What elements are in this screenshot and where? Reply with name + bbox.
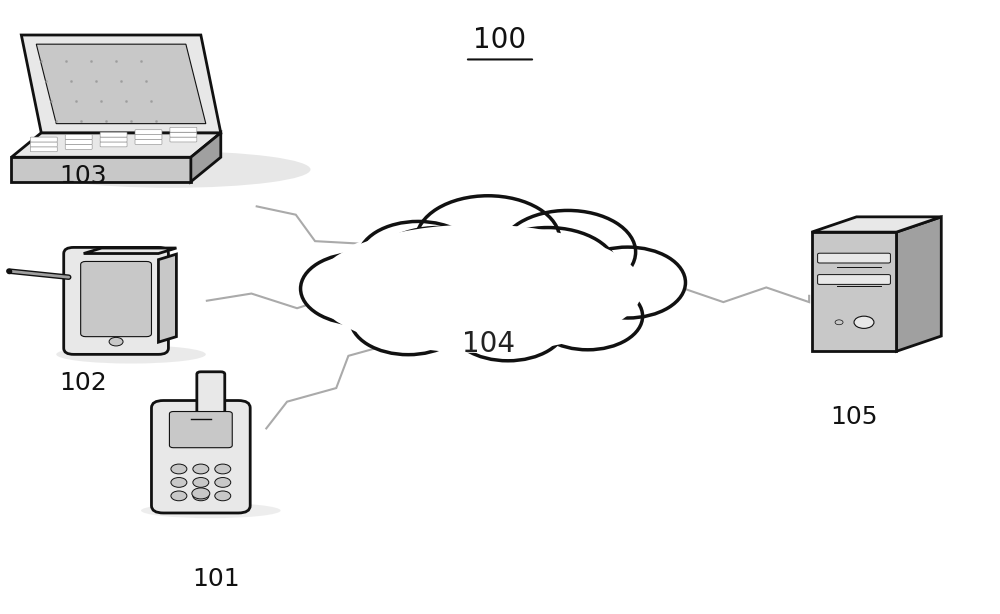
FancyBboxPatch shape xyxy=(135,139,162,144)
Ellipse shape xyxy=(319,219,658,353)
FancyBboxPatch shape xyxy=(100,132,127,137)
Circle shape xyxy=(350,284,466,355)
Text: 101: 101 xyxy=(192,567,240,591)
Circle shape xyxy=(533,282,643,350)
Circle shape xyxy=(193,491,209,501)
FancyBboxPatch shape xyxy=(818,274,890,284)
FancyBboxPatch shape xyxy=(151,400,250,513)
Polygon shape xyxy=(84,248,176,254)
FancyBboxPatch shape xyxy=(135,134,162,139)
Polygon shape xyxy=(36,44,206,123)
Circle shape xyxy=(478,228,618,313)
Text: 104: 104 xyxy=(462,330,515,358)
Circle shape xyxy=(171,478,187,488)
FancyBboxPatch shape xyxy=(64,247,168,354)
FancyBboxPatch shape xyxy=(135,130,162,134)
FancyBboxPatch shape xyxy=(81,262,151,336)
FancyBboxPatch shape xyxy=(100,142,127,147)
Polygon shape xyxy=(158,254,176,342)
Polygon shape xyxy=(11,133,221,157)
Circle shape xyxy=(193,464,209,474)
FancyBboxPatch shape xyxy=(170,127,197,132)
Circle shape xyxy=(192,488,210,499)
FancyBboxPatch shape xyxy=(170,137,197,142)
Circle shape xyxy=(193,478,209,488)
Circle shape xyxy=(368,228,508,313)
FancyBboxPatch shape xyxy=(65,144,92,149)
FancyBboxPatch shape xyxy=(812,232,896,351)
Polygon shape xyxy=(11,157,191,182)
FancyBboxPatch shape xyxy=(65,134,92,139)
Circle shape xyxy=(301,253,416,324)
Ellipse shape xyxy=(141,503,281,518)
Circle shape xyxy=(171,464,187,474)
FancyBboxPatch shape xyxy=(170,132,197,137)
FancyBboxPatch shape xyxy=(818,253,890,263)
FancyBboxPatch shape xyxy=(100,137,127,142)
Circle shape xyxy=(358,222,478,295)
Circle shape xyxy=(109,337,123,346)
Ellipse shape xyxy=(31,151,311,188)
Circle shape xyxy=(835,320,843,325)
Ellipse shape xyxy=(56,345,206,363)
Text: 103: 103 xyxy=(59,163,107,188)
Circle shape xyxy=(388,228,568,338)
FancyBboxPatch shape xyxy=(197,372,225,413)
Polygon shape xyxy=(812,217,941,232)
Polygon shape xyxy=(191,133,221,182)
Circle shape xyxy=(215,491,231,501)
Circle shape xyxy=(570,247,685,318)
FancyBboxPatch shape xyxy=(65,139,92,144)
Polygon shape xyxy=(896,217,941,351)
Circle shape xyxy=(171,491,187,501)
FancyBboxPatch shape xyxy=(30,137,57,142)
FancyBboxPatch shape xyxy=(169,411,232,448)
Text: 100: 100 xyxy=(473,26,527,54)
Circle shape xyxy=(416,196,560,284)
Polygon shape xyxy=(21,35,221,133)
FancyBboxPatch shape xyxy=(30,147,57,152)
Text: 102: 102 xyxy=(59,371,107,395)
Ellipse shape xyxy=(314,225,643,353)
Text: 105: 105 xyxy=(830,405,878,429)
Circle shape xyxy=(215,478,231,488)
Circle shape xyxy=(450,290,566,361)
Circle shape xyxy=(854,316,874,328)
Circle shape xyxy=(500,211,636,293)
FancyBboxPatch shape xyxy=(30,142,57,147)
Circle shape xyxy=(215,464,231,474)
